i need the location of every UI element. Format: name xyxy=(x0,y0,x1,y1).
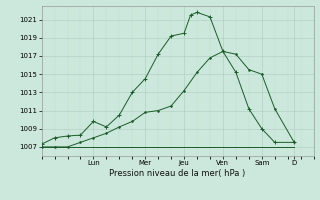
X-axis label: Pression niveau de la mer( hPa ): Pression niveau de la mer( hPa ) xyxy=(109,169,246,178)
